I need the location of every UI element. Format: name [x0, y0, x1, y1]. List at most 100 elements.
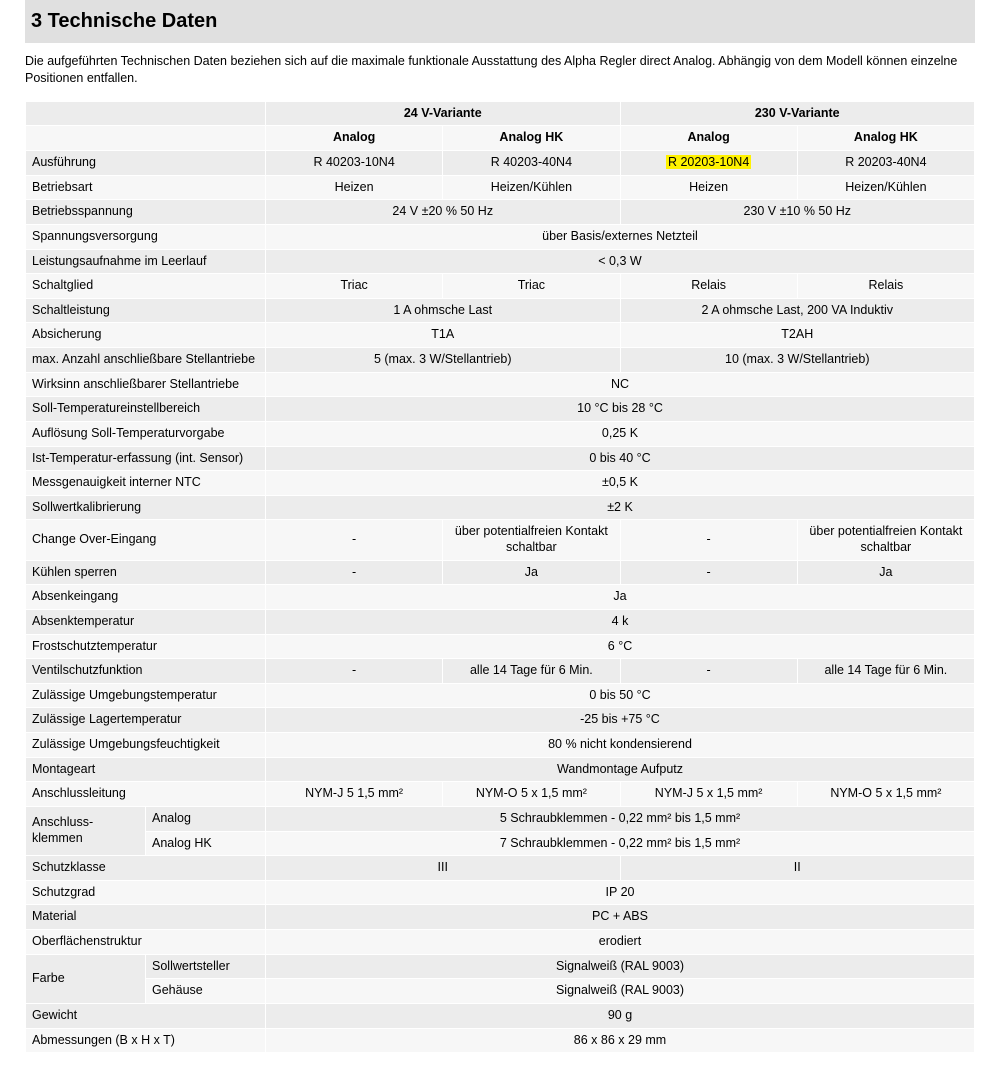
- row-label: Frostschutztemperatur: [26, 634, 266, 659]
- cell: 0 bis 40 °C: [266, 446, 975, 471]
- cell: Heizen: [266, 175, 443, 200]
- cell: 90 g: [266, 1003, 975, 1028]
- row-label: Gewicht: [26, 1003, 266, 1028]
- row-label: Schaltleistung: [26, 298, 266, 323]
- cell: -25 bis +75 °C: [266, 708, 975, 733]
- row-label: Zulässige Umgebungstemperatur: [26, 683, 266, 708]
- row-label: Abmessungen (B x H x T): [26, 1028, 266, 1053]
- cell: 5 (max. 3 W/Stellantrieb): [266, 348, 621, 373]
- cell: alle 14 Tage für 6 Min.: [797, 659, 974, 684]
- col-24v-analog: Analog: [266, 126, 443, 151]
- row-label: Wirksinn anschließbarer Stellantriebe: [26, 372, 266, 397]
- cell: R 40203-40N4: [443, 151, 620, 176]
- cell: NYM-O 5 x 1,5 mm²: [443, 782, 620, 807]
- cell: Ja: [797, 560, 974, 585]
- row-label: Ist-Temperatur-erfassung (int. Sensor): [26, 446, 266, 471]
- row-label: Ventilschutzfunktion: [26, 659, 266, 684]
- row-label: Montageart: [26, 757, 266, 782]
- row-label: Betriebsspannung: [26, 200, 266, 225]
- col-24v: 24 V-Variante: [266, 101, 621, 126]
- row-sublabel: Analog: [146, 806, 266, 831]
- row-label: Change Over-Eingang: [26, 520, 266, 560]
- row-sublabel: Analog HK: [146, 831, 266, 856]
- cell: NYM-O 5 x 1,5 mm²: [797, 782, 974, 807]
- cell: Wandmontage Aufputz: [266, 757, 975, 782]
- row-label: Ausführung: [26, 151, 266, 176]
- col-24v-analoghk: Analog HK: [443, 126, 620, 151]
- cell: 10 (max. 3 W/Stellantrieb): [620, 348, 975, 373]
- cell: 86 x 86 x 29 mm: [266, 1028, 975, 1053]
- cell: Heizen/Kühlen: [797, 175, 974, 200]
- cell: Triac: [266, 274, 443, 299]
- cell: Signalweiß (RAL 9003): [266, 954, 975, 979]
- row-label: Material: [26, 905, 266, 930]
- row-label: Absicherung: [26, 323, 266, 348]
- cell: 0 bis 50 °C: [266, 683, 975, 708]
- row-label: Leistungsaufnahme im Leerlauf: [26, 249, 266, 274]
- tech-data-table: 24 V-Variante 230 V-Variante Analog Anal…: [25, 101, 975, 1053]
- cell: Triac: [443, 274, 620, 299]
- cell: 2 A ohmsche Last, 200 VA Induktiv: [620, 298, 975, 323]
- row-sublabel: Sollwertsteller: [146, 954, 266, 979]
- cell: alle 14 Tage für 6 Min.: [443, 659, 620, 684]
- cell: II: [620, 856, 975, 881]
- cell: NYM-J 5 x 1,5 mm²: [620, 782, 797, 807]
- row-label: Schutzgrad: [26, 880, 266, 905]
- row-label: Absenktemperatur: [26, 609, 266, 634]
- cell: -: [266, 520, 443, 560]
- cell: III: [266, 856, 621, 881]
- cell: ±0,5 K: [266, 471, 975, 496]
- cell: IP 20: [266, 880, 975, 905]
- cell-highlighted: R 20203-10N4: [620, 151, 797, 176]
- cell: 6 °C: [266, 634, 975, 659]
- cell: T1A: [266, 323, 621, 348]
- cell: NYM-J 5 1,5 mm²: [266, 782, 443, 807]
- cell: NC: [266, 372, 975, 397]
- row-label: Soll-Temperatureinstellbereich: [26, 397, 266, 422]
- cell: PC + ABS: [266, 905, 975, 930]
- row-label: Anschluss­klemmen: [26, 806, 146, 855]
- row-label: Schaltglied: [26, 274, 266, 299]
- cell: 1 A ohmsche Last: [266, 298, 621, 323]
- row-label: Zulässige Lagertemperatur: [26, 708, 266, 733]
- row-label: Spannungsversorgung: [26, 224, 266, 249]
- row-label: Auflösung Soll-Temperaturvorgabe: [26, 421, 266, 446]
- row-label: Anschlussleitung: [26, 782, 266, 807]
- cell: -: [266, 560, 443, 585]
- cell: < 0,3 W: [266, 249, 975, 274]
- cell: 0,25 K: [266, 421, 975, 446]
- cell: T2AH: [620, 323, 975, 348]
- cell: R 20203-40N4: [797, 151, 974, 176]
- col-230v: 230 V-Variante: [620, 101, 975, 126]
- row-label: Betriebsart: [26, 175, 266, 200]
- row-label: Absenkeingang: [26, 585, 266, 610]
- row-label: Messgenauigkeit interner NTC: [26, 471, 266, 496]
- intro-text: Die aufgeführten Technischen Daten bezie…: [25, 53, 975, 87]
- cell: -: [620, 659, 797, 684]
- cell: Relais: [620, 274, 797, 299]
- row-label: Sollwertkalibrierung: [26, 495, 266, 520]
- cell: 7 Schraubklemmen - 0,22 mm² bis 1,5 mm²: [266, 831, 975, 856]
- cell: ±2 K: [266, 495, 975, 520]
- col-230v-analog: Analog: [620, 126, 797, 151]
- section-heading: 3 Technische Daten: [25, 0, 975, 43]
- cell: R 40203-10N4: [266, 151, 443, 176]
- row-label: Zulässige Umgebungsfeuchtigkeit: [26, 733, 266, 758]
- cell: über potentialfreien Kontakt schaltbar: [443, 520, 620, 560]
- cell: Ja: [266, 585, 975, 610]
- cell: Heizen: [620, 175, 797, 200]
- row-label: max. Anzahl anschließbare Stellantriebe: [26, 348, 266, 373]
- cell: 4 k: [266, 609, 975, 634]
- cell: Heizen/Kühlen: [443, 175, 620, 200]
- cell: über potentialfreien Kontakt schaltbar: [797, 520, 974, 560]
- cell: 80 % nicht kondensierend: [266, 733, 975, 758]
- row-label: Farbe: [26, 954, 146, 1003]
- cell: Ja: [443, 560, 620, 585]
- cell: -: [620, 520, 797, 560]
- cell: -: [266, 659, 443, 684]
- col-230v-analoghk: Analog HK: [797, 126, 974, 151]
- row-label: Kühlen sperren: [26, 560, 266, 585]
- cell: -: [620, 560, 797, 585]
- cell: 24 V ±20 % 50 Hz: [266, 200, 621, 225]
- cell: 5 Schraubklemmen - 0,22 mm² bis 1,5 mm²: [266, 806, 975, 831]
